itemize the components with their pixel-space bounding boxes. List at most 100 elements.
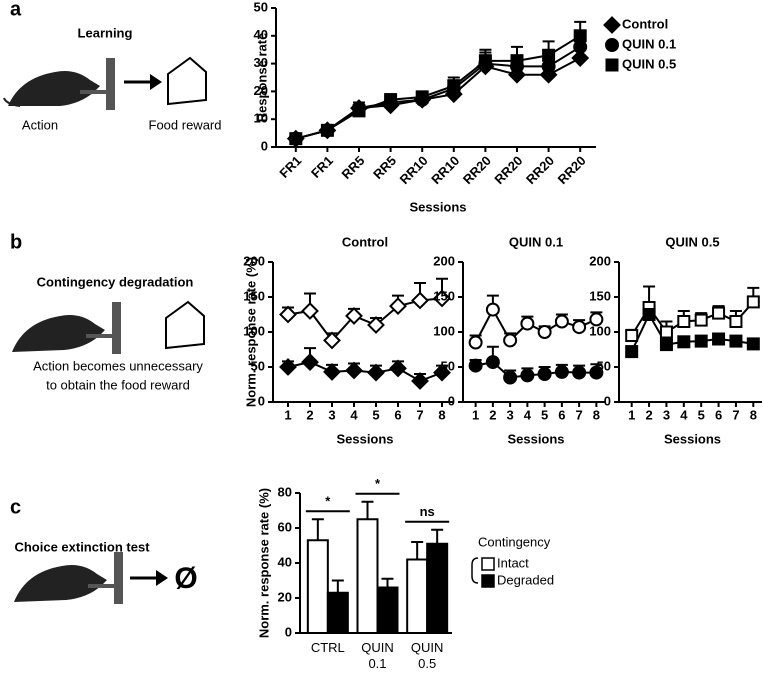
marker (573, 29, 587, 43)
x-tick-label: 2 (306, 407, 313, 422)
y-tick-label: 50 (441, 358, 455, 373)
x-tick-label-line: 0.1 (368, 656, 386, 671)
marker (729, 315, 743, 328)
lever (106, 58, 115, 110)
marker (677, 315, 691, 328)
y-tick-label: 100 (589, 323, 611, 338)
marker (603, 16, 621, 34)
marker (411, 291, 429, 310)
diagram-title: Learning (78, 25, 133, 40)
y-tick-label: 40 (254, 27, 268, 42)
marker (605, 38, 619, 52)
y-tick-label: 0 (258, 393, 265, 408)
marker (729, 334, 743, 348)
marker (542, 48, 556, 62)
marker (642, 308, 656, 321)
y-tick-label: 50 (597, 358, 611, 373)
x-tick-label: 4 (680, 407, 688, 422)
bar (306, 539, 329, 634)
x-tick-label: 1 (284, 407, 291, 422)
x-tick-label: 6 (394, 407, 401, 422)
legend-bracket (471, 557, 479, 584)
x-tick-label: RR20 (460, 153, 494, 187)
marker (323, 331, 341, 350)
marker (485, 355, 500, 370)
x-tick-label: QUIN 0.1 (361, 640, 394, 671)
error-bar (411, 541, 424, 560)
marker (625, 345, 639, 359)
x-tick-label: 3 (328, 407, 335, 422)
y-tick-label: 60 (278, 519, 292, 534)
x-tick-label: 3 (663, 407, 670, 422)
y-tick-label: 10 (254, 111, 268, 126)
marker (478, 54, 492, 68)
x-tick-label-line: QUIN (411, 640, 444, 655)
legend-label: Degraded (497, 572, 554, 587)
x-axis-label: Sessions (664, 431, 721, 446)
marker (503, 333, 518, 348)
marker (279, 305, 297, 324)
rat-icon (3, 71, 100, 107)
legend-label: QUIN 0.1 (622, 36, 676, 51)
marker (289, 132, 303, 146)
legend-label: Intact (497, 555, 529, 570)
cheese-icon (167, 56, 207, 106)
marker (301, 353, 319, 372)
marker (605, 58, 619, 72)
cheese-icon (165, 300, 205, 350)
x-tick-label: 7 (416, 407, 423, 422)
x-tick-label: RR5 (370, 153, 399, 182)
y-tick-label: 150 (433, 288, 455, 303)
y-tick-label: 50 (251, 358, 265, 373)
marker (503, 370, 518, 385)
diagram-label: Food reward (149, 117, 222, 132)
significance-label: * (325, 494, 331, 509)
marker (468, 335, 483, 350)
arrow-head (156, 570, 168, 586)
x-tick-label: 5 (372, 407, 379, 422)
error-bar (431, 528, 444, 544)
x-tick-label: 8 (593, 407, 600, 422)
x-axis-label: Sessions (336, 431, 393, 446)
marker (323, 362, 341, 381)
x-tick-label: RR20 (491, 153, 525, 187)
lever (114, 552, 123, 604)
bar (376, 586, 399, 634)
marker (433, 363, 451, 382)
legend-title: Contingency (478, 534, 551, 549)
error-bar (361, 500, 374, 520)
panel-label: a (10, 0, 22, 20)
x-tick-label: 2 (489, 407, 496, 422)
arrow-head (150, 74, 162, 90)
marker (746, 295, 760, 309)
panel-label: b (10, 231, 22, 253)
y-tick-label: 30 (254, 55, 268, 70)
diagram-caption: Action becomes unnecessary (33, 358, 203, 373)
bar (326, 591, 349, 634)
rat-icon (12, 315, 105, 352)
legend-label: QUIN 0.5 (622, 56, 676, 71)
y-tick-label: 0 (448, 393, 455, 408)
error-bar (331, 579, 344, 593)
y-tick-label: 150 (589, 288, 611, 303)
marker (554, 364, 569, 379)
x-tick-label: 4 (350, 407, 358, 422)
lever (112, 302, 121, 354)
marker (694, 313, 708, 327)
marker (537, 367, 552, 381)
y-tick-label: 100 (433, 323, 455, 338)
marker (589, 365, 604, 380)
x-tick-label: 1 (472, 407, 479, 422)
marker (510, 54, 524, 68)
series-line (295, 34, 581, 140)
y-tick-label: 0 (261, 138, 268, 153)
diagram-title: Choice extinction test (14, 539, 150, 554)
series-line (295, 57, 581, 140)
x-tick-label: 5 (698, 407, 705, 422)
marker (301, 302, 319, 320)
x-tick-label: 3 (507, 407, 514, 422)
marker (345, 361, 363, 380)
x-tick-label: CTRL (311, 640, 345, 655)
x-tick-label-line: QUIN (361, 640, 394, 655)
